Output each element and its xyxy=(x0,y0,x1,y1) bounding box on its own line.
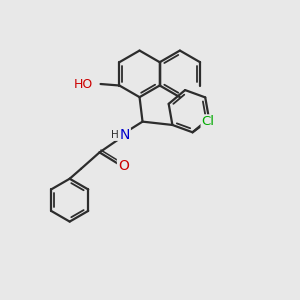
Text: N: N xyxy=(119,128,130,142)
Text: H: H xyxy=(111,130,118,140)
Text: Cl: Cl xyxy=(202,115,214,128)
Text: HO: HO xyxy=(73,77,92,91)
Text: O: O xyxy=(118,159,129,173)
